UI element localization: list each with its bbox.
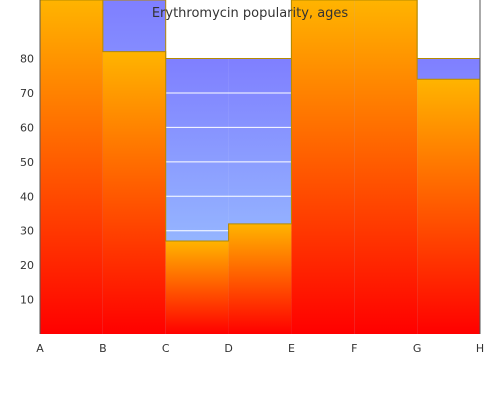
plot-area	[40, 0, 480, 335]
series-1-area-segment	[291, 0, 355, 334]
series-1-area-segment	[354, 0, 418, 334]
y-tick-label: 70	[20, 87, 34, 100]
x-tick-label: C	[162, 342, 170, 355]
y-tick-label: 10	[20, 294, 34, 307]
series-1-area-segment	[165, 241, 229, 334]
x-tick-label: B	[99, 342, 107, 355]
x-tick-label: E	[288, 342, 295, 355]
x-tick-label: A	[36, 342, 44, 355]
series-1-area-segment	[40, 0, 103, 334]
series-1-area-segment	[417, 79, 480, 334]
x-tick-label: D	[224, 342, 232, 355]
x-tick-label: F	[351, 342, 357, 355]
axes: 10 20 30 40 50 60 70 80 A B C D E F G H	[20, 0, 484, 355]
series-1-area-segment	[228, 223, 292, 334]
series-1-area-segment	[102, 51, 166, 335]
y-tick-label: 50	[20, 156, 34, 169]
y-tick-label: 80	[20, 53, 34, 66]
x-tick-label: H	[476, 342, 484, 355]
y-tick-label: 60	[20, 121, 34, 134]
x-tick-label: G	[413, 342, 422, 355]
chart-title: Erythromycin popularity, ages	[152, 6, 349, 21]
y-tick-label: 20	[20, 259, 34, 272]
series-1-outline	[40, 0, 480, 242]
y-tick-label: 40	[20, 190, 34, 203]
y-tick-label: 30	[20, 225, 34, 238]
